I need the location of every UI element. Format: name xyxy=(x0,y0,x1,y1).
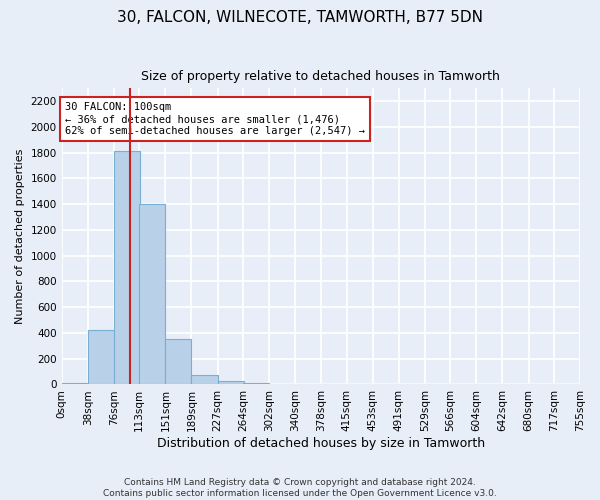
Bar xyxy=(139,204,166,384)
Bar xyxy=(62,382,88,384)
Bar xyxy=(166,339,191,384)
Text: 30 FALCON: 100sqm
← 36% of detached houses are smaller (1,476)
62% of semi-detac: 30 FALCON: 100sqm ← 36% of detached hous… xyxy=(65,102,365,136)
Title: Size of property relative to detached houses in Tamworth: Size of property relative to detached ho… xyxy=(142,70,500,83)
Text: 30, FALCON, WILNECOTE, TAMWORTH, B77 5DN: 30, FALCON, WILNECOTE, TAMWORTH, B77 5DN xyxy=(117,10,483,25)
Y-axis label: Number of detached properties: Number of detached properties xyxy=(15,148,25,324)
Bar xyxy=(218,381,244,384)
Bar xyxy=(243,382,269,384)
Bar xyxy=(88,330,114,384)
Bar xyxy=(191,375,218,384)
X-axis label: Distribution of detached houses by size in Tamworth: Distribution of detached houses by size … xyxy=(157,437,485,450)
Bar xyxy=(114,152,140,384)
Text: Contains HM Land Registry data © Crown copyright and database right 2024.
Contai: Contains HM Land Registry data © Crown c… xyxy=(103,478,497,498)
